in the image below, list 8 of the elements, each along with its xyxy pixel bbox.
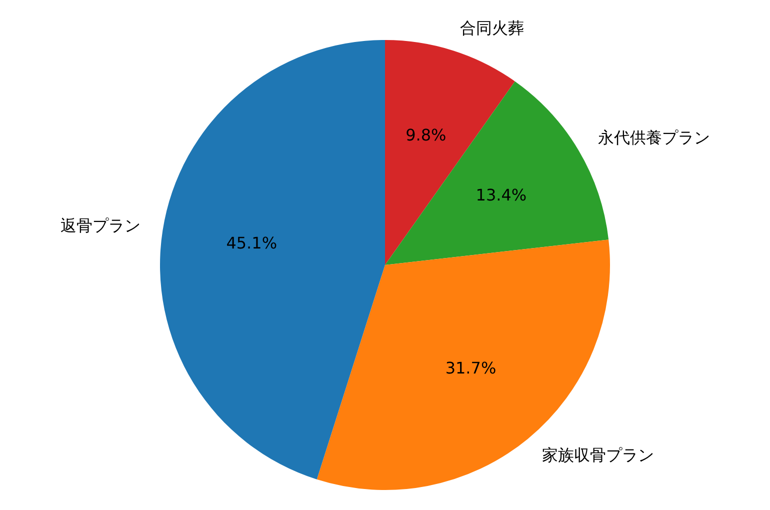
- data-label: 9.8%: [406, 126, 446, 145]
- slice-label: 合同火葬: [460, 18, 524, 38]
- data-label: 45.1%: [226, 233, 278, 252]
- data-label: 13.4%: [476, 185, 527, 204]
- data-label: 31.7%: [445, 358, 496, 378]
- slice-label: 家族収骨プラン: [542, 445, 654, 464]
- slice-label: 返骨プラン: [60, 216, 140, 236]
- slice-label: 永代供養プラン: [598, 128, 710, 148]
